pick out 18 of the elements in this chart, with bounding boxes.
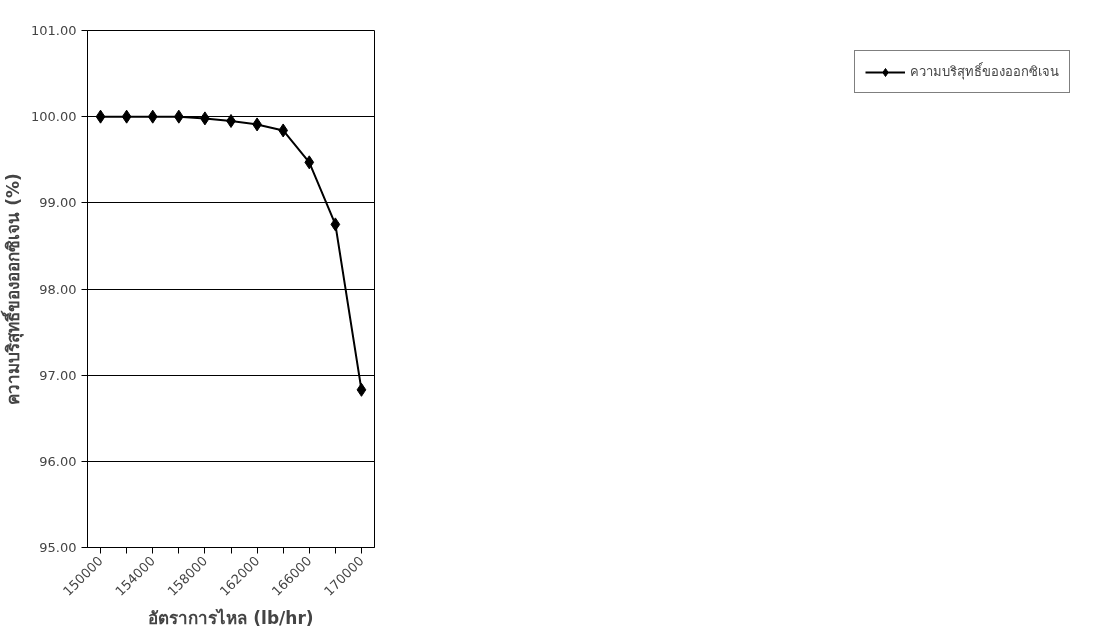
point	[95, 109, 106, 124]
y-tick-label: 99.00	[39, 195, 77, 211]
y-tick-label: 97.00	[39, 367, 77, 383]
y-tick-label: 96.00	[39, 453, 77, 469]
point	[278, 123, 289, 138]
legend-label: ความบริสุทธิ์ของออกซิเจน	[910, 61, 1059, 82]
y-tick-label: 95.00	[39, 540, 77, 555]
point	[356, 382, 367, 397]
y-tick-label: 98.00	[39, 281, 77, 297]
y-tick-label: 100.00	[31, 109, 77, 125]
point	[147, 109, 158, 124]
point	[121, 109, 132, 124]
x-axis-title: อัตราการไหล (lb/hr)	[148, 607, 314, 628]
point	[330, 217, 341, 232]
y-tick-label: 101.00	[31, 23, 77, 38]
point	[304, 155, 315, 170]
point	[173, 109, 184, 124]
y-axis-title: ความบริสุทธิ์ของออกซิเจน (%)	[0, 173, 25, 405]
